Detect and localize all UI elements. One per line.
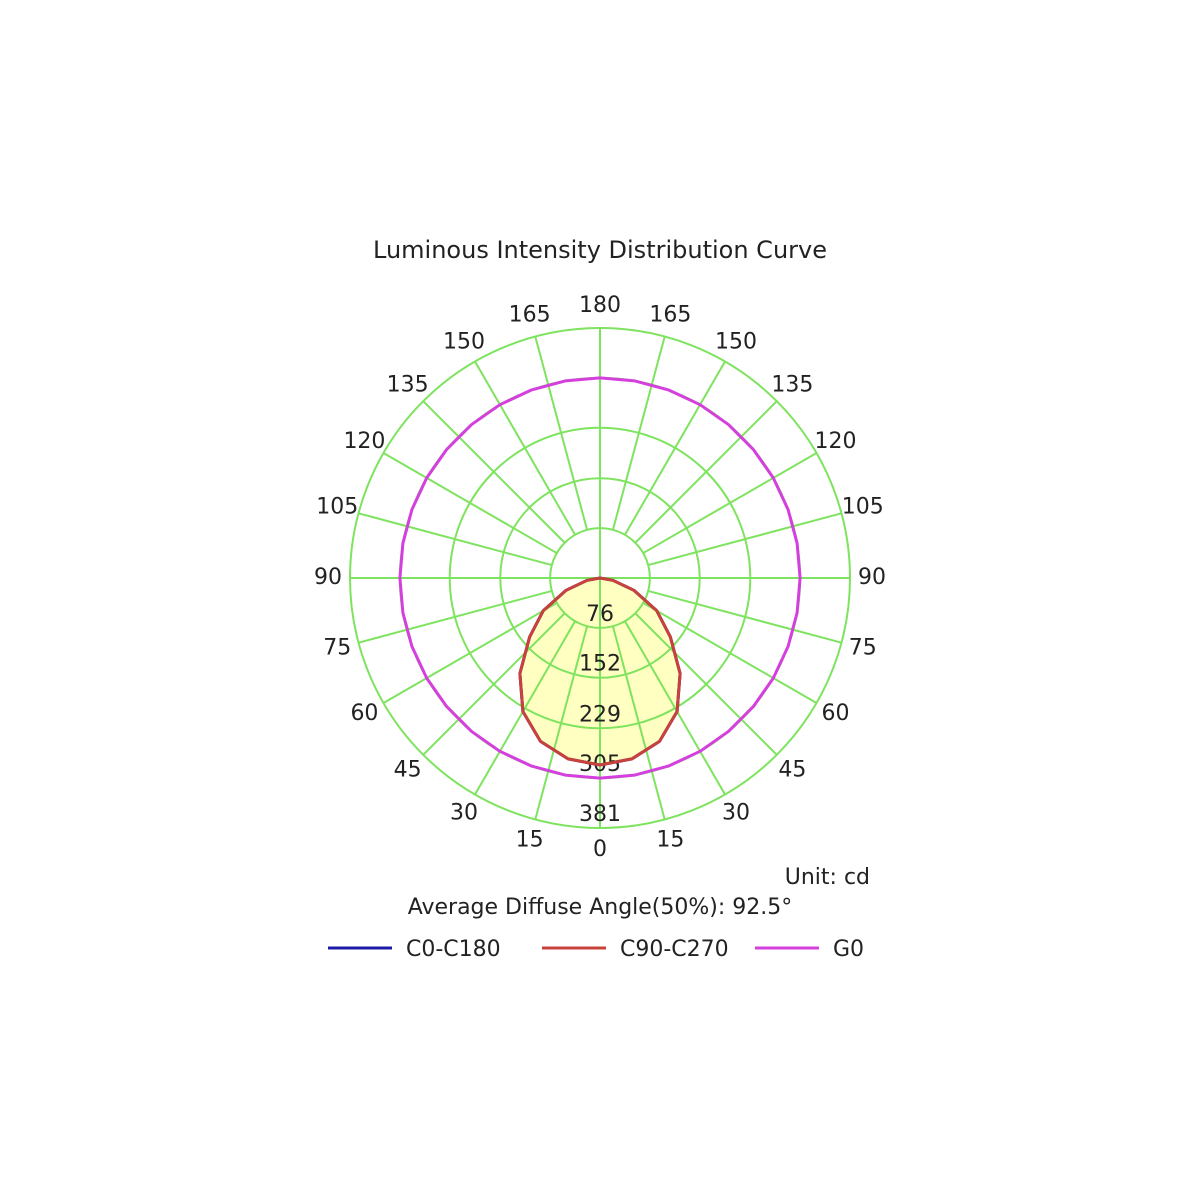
radial-label: 381 bbox=[579, 802, 621, 827]
unit-label: Unit: cd bbox=[785, 865, 870, 890]
angle-label: 105 bbox=[842, 495, 884, 520]
grid-spoke bbox=[382, 602, 558, 704]
angle-label: 30 bbox=[450, 801, 478, 826]
radial-label: 229 bbox=[579, 702, 621, 727]
legend-label: C90-C270 bbox=[620, 937, 729, 962]
grid-spoke bbox=[647, 512, 842, 567]
grid-spoke bbox=[611, 625, 666, 820]
grid-spoke bbox=[534, 336, 589, 531]
angle-label: 90 bbox=[858, 565, 886, 590]
angle-label: 120 bbox=[815, 429, 857, 454]
grid-spoke bbox=[422, 612, 566, 756]
angle-label: 15 bbox=[656, 828, 684, 853]
grid-spoke bbox=[611, 336, 666, 531]
grid-spoke bbox=[358, 589, 553, 644]
grid-spoke bbox=[474, 620, 576, 796]
grid-spoke bbox=[358, 512, 553, 567]
angle-label: 45 bbox=[394, 757, 422, 782]
angle-label: 150 bbox=[715, 329, 757, 354]
radial-label: 152 bbox=[579, 652, 621, 677]
grid-spoke bbox=[624, 360, 726, 536]
angle-label: 60 bbox=[822, 701, 850, 726]
angle-label: 180 bbox=[579, 293, 621, 318]
grid-spoke bbox=[642, 602, 818, 704]
angle-label: 75 bbox=[323, 635, 351, 660]
grid-spoke bbox=[422, 400, 566, 544]
angle-label: 135 bbox=[387, 373, 429, 398]
grid-spoke bbox=[634, 612, 778, 756]
series-line bbox=[518, 576, 682, 767]
legend-label: C0-C180 bbox=[406, 937, 501, 962]
angle-label: 150 bbox=[443, 329, 485, 354]
grid-spoke bbox=[382, 452, 558, 554]
angle-label: 135 bbox=[771, 373, 813, 398]
angle-label: 30 bbox=[722, 801, 750, 826]
angle-label: 15 bbox=[516, 828, 544, 853]
grid-spoke bbox=[634, 400, 778, 544]
angle-label: 165 bbox=[509, 302, 551, 327]
angle-label: 105 bbox=[316, 495, 358, 520]
grid-spoke bbox=[534, 625, 589, 820]
angle-label: 120 bbox=[343, 429, 385, 454]
angle-label: 45 bbox=[778, 757, 806, 782]
series-line bbox=[398, 376, 802, 780]
radial-label: 76 bbox=[586, 602, 614, 627]
angle-label: 165 bbox=[649, 302, 691, 327]
angle-label: 75 bbox=[849, 635, 877, 660]
angle-label: 90 bbox=[314, 565, 342, 590]
grid-spoke bbox=[642, 452, 818, 554]
chart-title: Luminous Intensity Distribution Curve bbox=[373, 236, 827, 264]
grid-spoke bbox=[647, 589, 842, 644]
grid-spoke bbox=[624, 620, 726, 796]
annotation: Average Diffuse Angle(50%): 92.5° bbox=[408, 895, 793, 920]
angle-label: 0 bbox=[593, 837, 607, 862]
legend-label: G0 bbox=[833, 937, 864, 962]
grid-spoke bbox=[474, 360, 576, 536]
angle-label: 60 bbox=[350, 701, 378, 726]
